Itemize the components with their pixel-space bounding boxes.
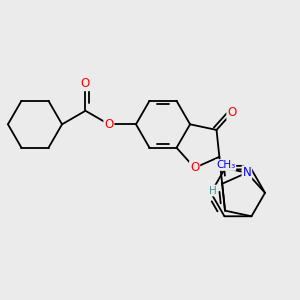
Text: H: H — [209, 186, 217, 196]
Text: O: O — [190, 161, 199, 174]
Text: N: N — [242, 166, 251, 179]
Text: O: O — [104, 118, 113, 131]
Text: O: O — [227, 106, 236, 119]
Text: O: O — [81, 77, 90, 90]
Text: CH₃: CH₃ — [216, 160, 236, 170]
